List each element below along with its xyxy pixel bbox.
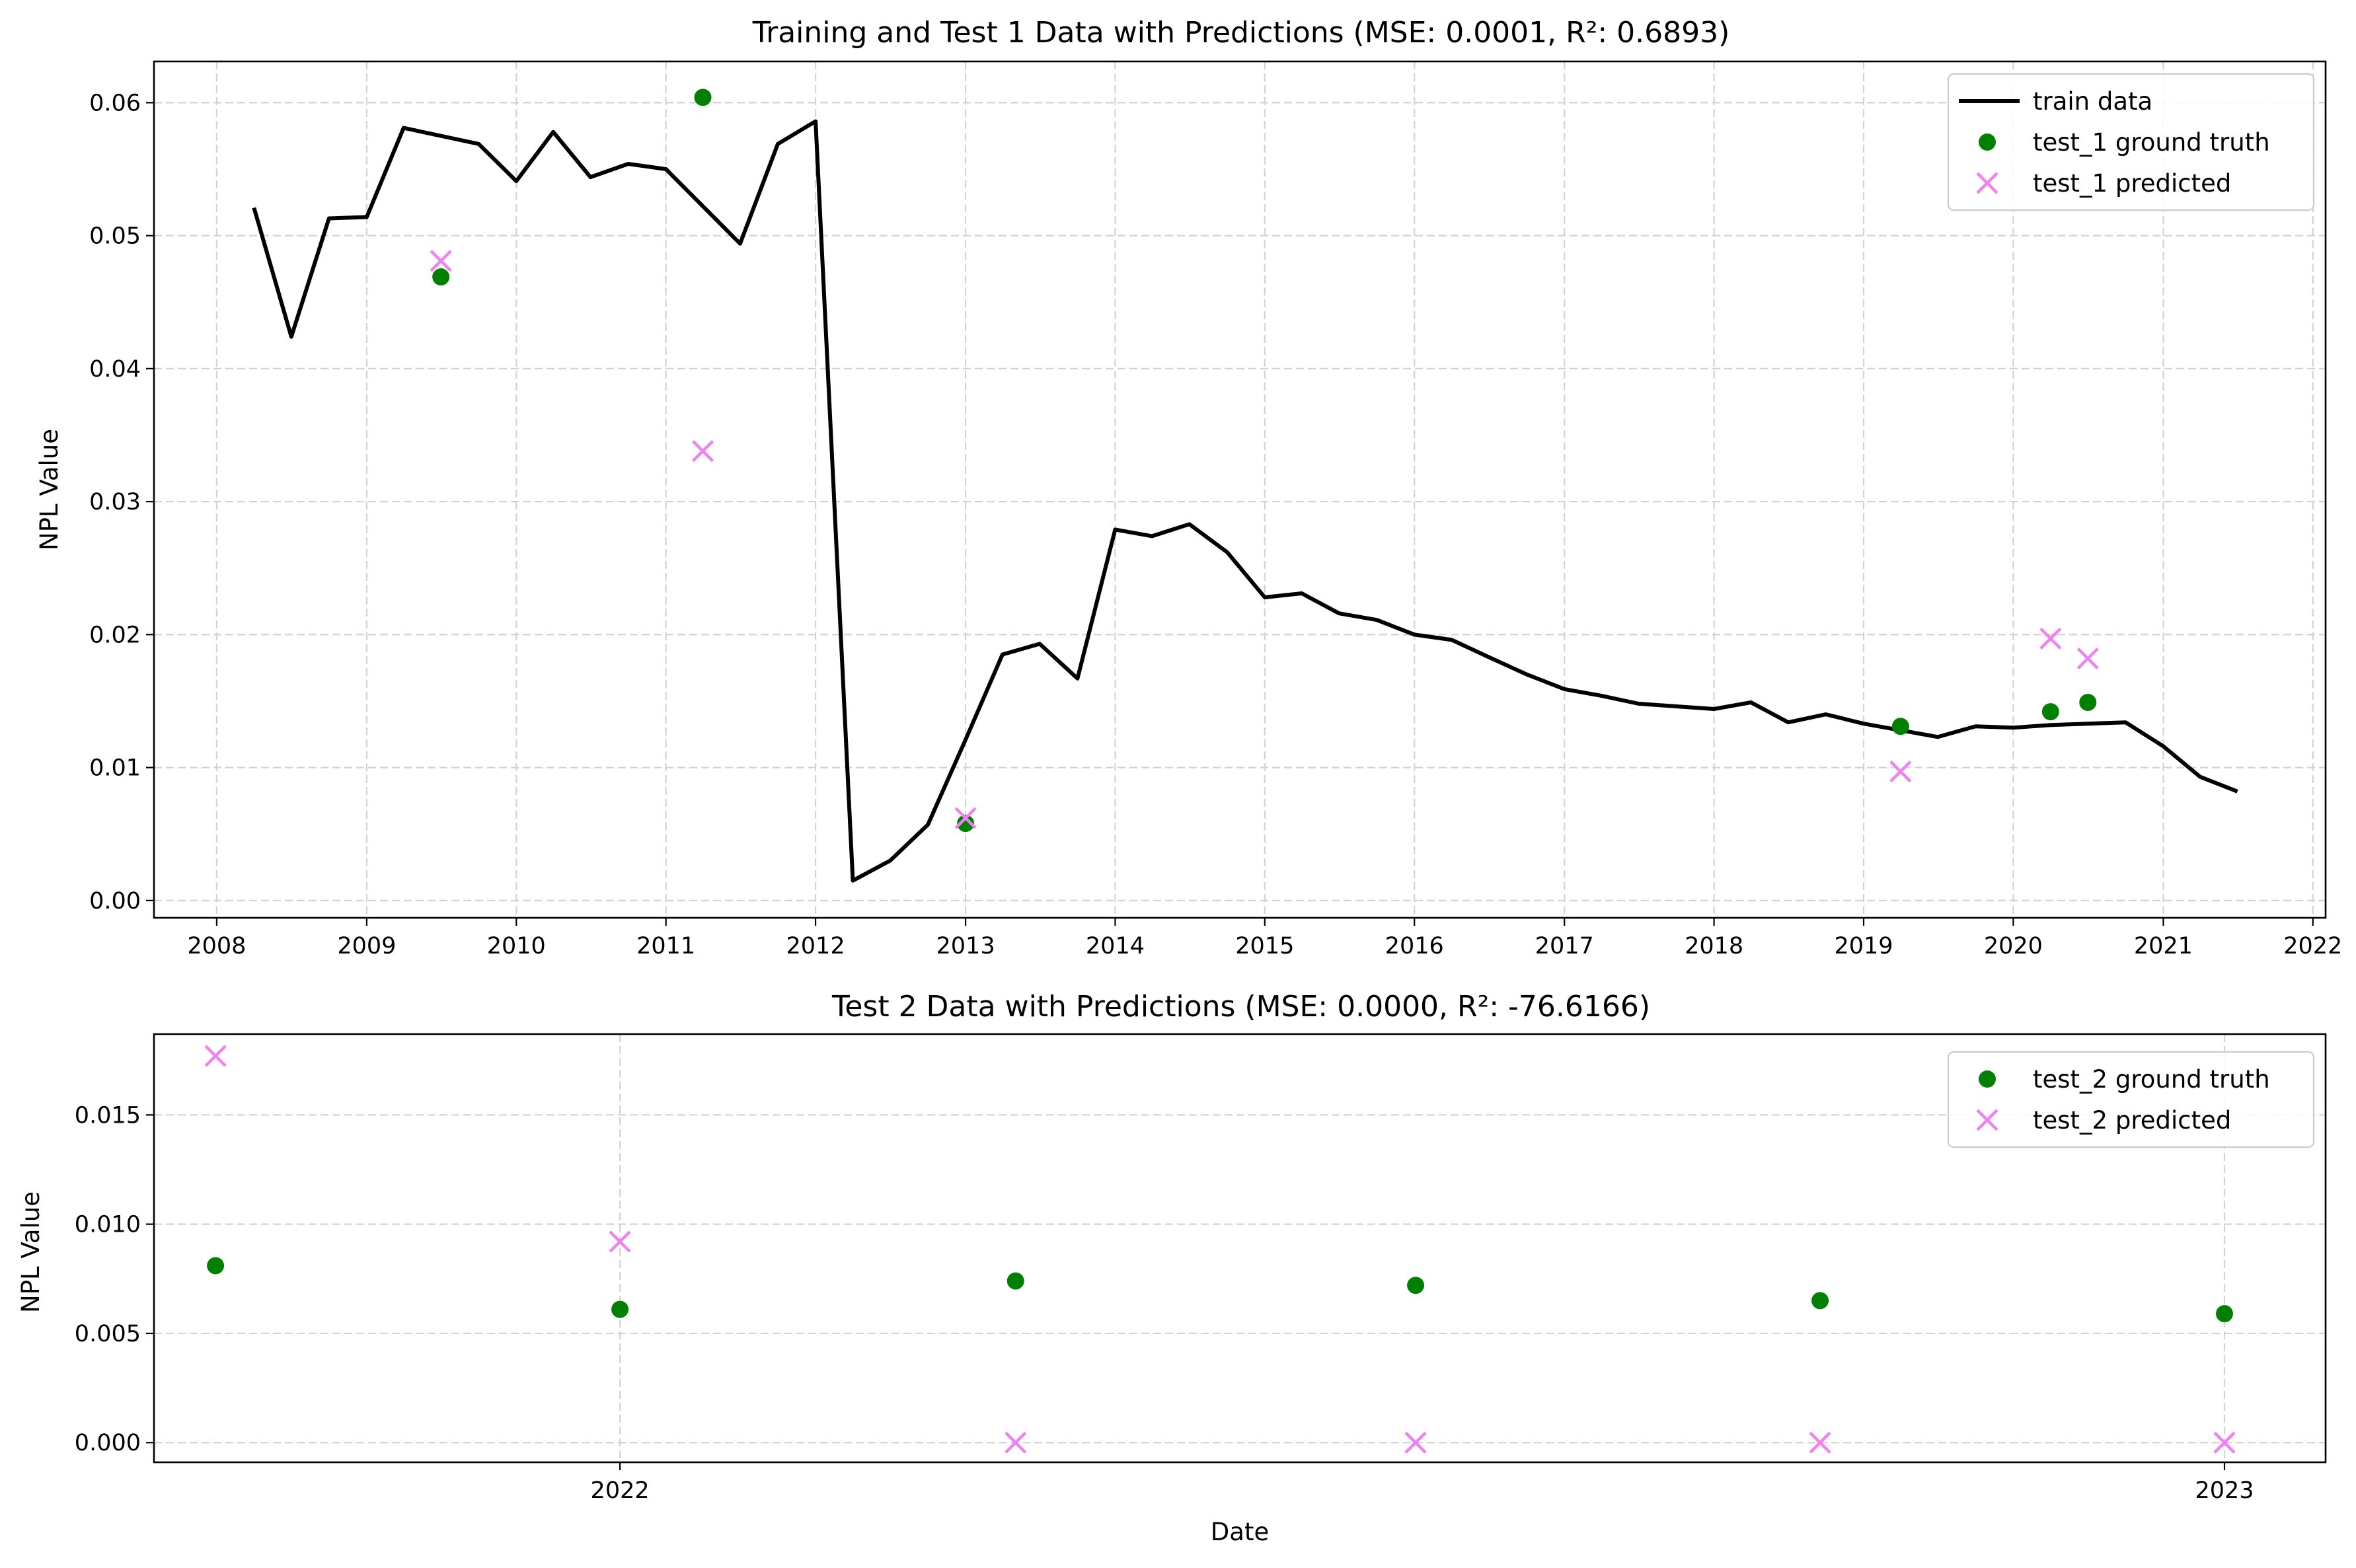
legend-dot-swatch [1979, 133, 1996, 151]
panel-2-title: Test 2 Data with Predictions (MSE: 0.000… [831, 990, 1650, 1024]
predicted-point [2076, 647, 2099, 670]
panel-2-ticks: 2022 2023 0.000 0.005 0.010 0.015 [75, 1102, 2254, 1504]
legend-label: test_1 ground truth [2033, 128, 2270, 157]
ground-truth-point [432, 268, 450, 286]
panel-2-frame [153, 1033, 2327, 1464]
panel-2-ylabel: NPL Value [17, 1191, 45, 1313]
panel-2-series [204, 1045, 2236, 1454]
predicted-point [204, 1045, 227, 1067]
predicted-point [1809, 1431, 1831, 1454]
panel-1-grid [154, 61, 2326, 918]
ground-truth-point [2041, 703, 2059, 721]
x-tick-label: 2010 [487, 933, 546, 959]
y-tick-label: 0.010 [75, 1212, 141, 1238]
predicted-point [430, 250, 452, 272]
predicted-point [1889, 761, 1912, 783]
ground-truth-point [2079, 693, 2097, 711]
legend-label: test_2 ground truth [2033, 1065, 2270, 1094]
y-tick-label: 0.015 [75, 1102, 141, 1129]
x-tick-label: 2013 [936, 933, 995, 959]
ground-truth-point [207, 1257, 225, 1275]
predicted-point [1005, 1431, 1027, 1454]
x-tick-label: 2015 [1235, 933, 1294, 959]
x-tick-label: 2018 [1685, 933, 1743, 959]
panel-test2: Test 2 Data with Predictions (MSE: 0.000… [17, 990, 2327, 1546]
x-tick-label: 2022 [2283, 933, 2342, 959]
ground-truth-point [2216, 1305, 2234, 1323]
legend-box [1947, 1051, 2315, 1148]
x-tick-label: 2012 [786, 933, 845, 959]
x-tick-label: 2014 [1086, 933, 1145, 959]
legend-label: test_1 predicted [2033, 169, 2231, 198]
legend-item: test_1 ground truth [1979, 128, 2270, 157]
panel-1-frame [153, 60, 2327, 919]
y-tick-label: 0.04 [89, 356, 141, 383]
predicted-point [2039, 627, 2062, 650]
panel-2-grid [154, 1034, 2326, 1462]
ground-truth-point [1007, 1272, 1024, 1290]
legend-item: train data [1959, 87, 2152, 116]
y-tick-label: 0.01 [89, 755, 141, 782]
legend-dot-swatch [1979, 1070, 1996, 1088]
x-tick-label: 2011 [636, 933, 695, 959]
x-tick-label: 2021 [2134, 933, 2193, 959]
legend-label: test_2 predicted [2033, 1106, 2231, 1135]
x-tick-label: 2020 [1984, 933, 2043, 959]
ground-truth-point [1891, 718, 1909, 735]
panel-2-legend: test_2 ground truth test_2 predicted [1947, 1051, 2315, 1148]
train-data-line [252, 119, 2238, 883]
y-tick-label: 0.02 [89, 622, 141, 648]
y-tick-label: 0.03 [89, 489, 141, 515]
predicted-point [1404, 1431, 1427, 1454]
panel-1-legend: train data test_1 ground truth test_1 pred… [1947, 73, 2315, 211]
legend-x-swatch [1976, 172, 1998, 194]
ground-truth-point [1407, 1277, 1425, 1294]
legend-box [1947, 73, 2315, 211]
legend-item: test_1 predicted [1976, 169, 2231, 198]
ground-truth-point [1811, 1292, 1829, 1310]
ground-truth-point [694, 89, 712, 106]
x-tick-label: 2017 [1535, 933, 1594, 959]
predicted-point [691, 440, 714, 463]
y-tick-label: 0.005 [75, 1321, 141, 1347]
y-tick-label: 0.000 [75, 1430, 141, 1456]
x-tick-label: 2023 [2195, 1477, 2254, 1504]
panel-training-test1: Training and Test 1 Data with Prediction… [35, 16, 2342, 959]
y-tick-label: 0.06 [89, 90, 141, 116]
predicted-point [954, 807, 977, 829]
predicted-point [2213, 1431, 2236, 1454]
panel-1-ticks: 2008 2009 2010 2011 2012 2013 2014 2015 2016 2017… [89, 90, 2342, 959]
legend-item: test_2 predicted [1976, 1106, 2231, 1135]
panel-1-series [252, 89, 2238, 883]
x-tick-label: 2019 [1834, 933, 1893, 959]
ground-truth-point [957, 815, 975, 833]
panel-1-ylabel: NPL Value [35, 429, 63, 550]
predicted-point [609, 1230, 631, 1253]
ground-truth-point [611, 1300, 629, 1318]
y-tick-label: 0.00 [89, 888, 141, 915]
x-tick-label: 2022 [591, 1477, 650, 1504]
x-tick-label: 2016 [1385, 933, 1444, 959]
legend-item: test_2 ground truth [1979, 1065, 2270, 1094]
legend-x-swatch [1976, 1109, 1998, 1131]
x-tick-label: 2009 [337, 933, 396, 959]
panel-1-title: Training and Test 1 Data with Prediction… [752, 16, 1730, 50]
panel-2-xlabel: Date [1211, 1518, 1269, 1546]
y-tick-label: 0.05 [89, 223, 141, 250]
x-tick-label: 2008 [187, 933, 246, 959]
legend-label: train data [2033, 87, 2152, 116]
